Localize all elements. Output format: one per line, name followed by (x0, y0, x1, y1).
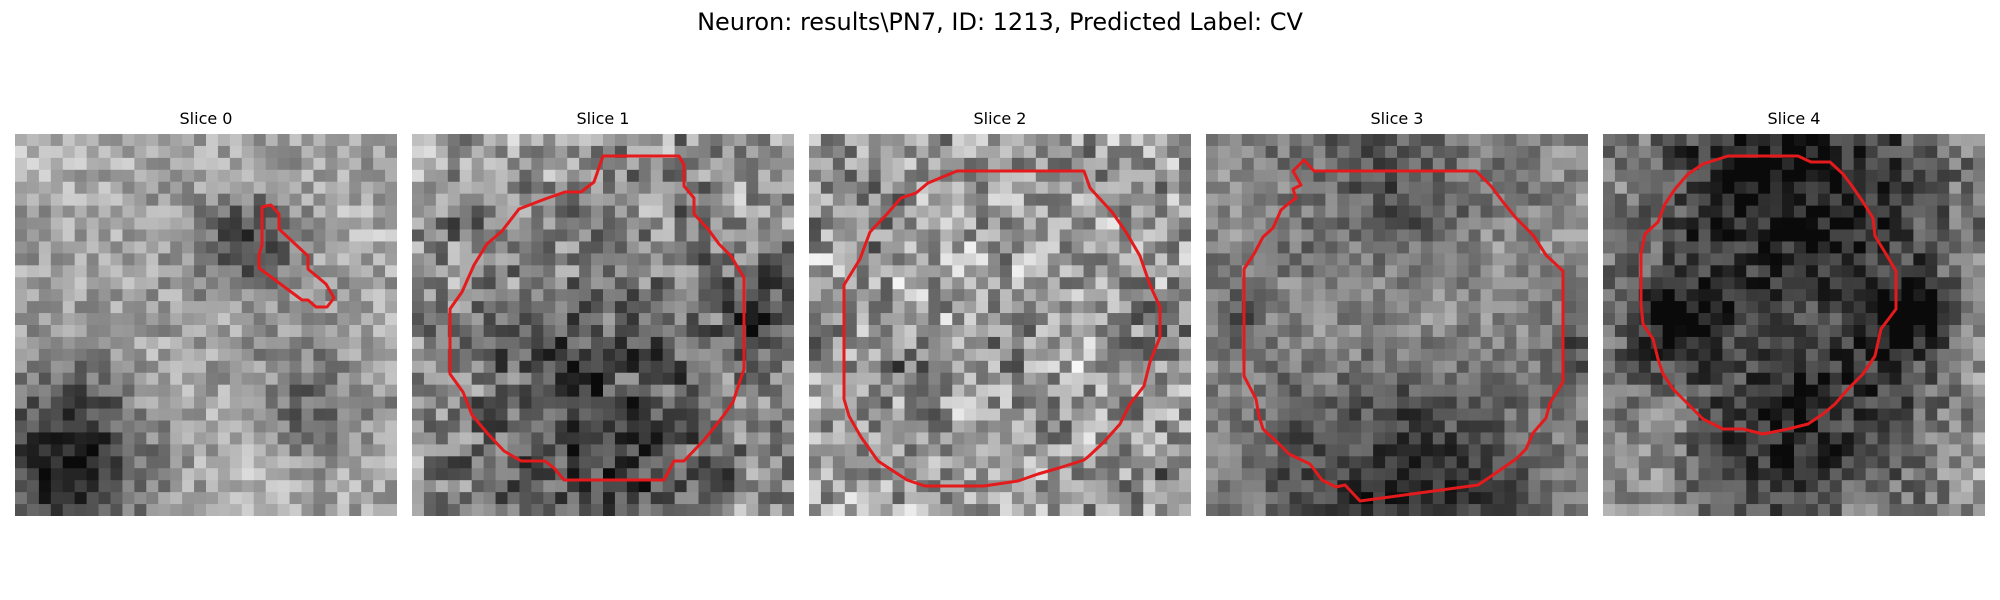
grayscale-tile-grid (15, 134, 397, 516)
slice-title: Slice 3 (1206, 108, 1588, 130)
grayscale-tile-grid (809, 134, 1191, 516)
slice-image-0 (15, 134, 397, 516)
slice-image-2 (809, 134, 1191, 516)
slice-image-3 (1206, 134, 1588, 516)
slice-image-1 (412, 134, 794, 516)
slice-title: Slice 2 (809, 108, 1191, 130)
grayscale-tile-grid (1206, 134, 1588, 516)
slice-title: Slice 4 (1603, 108, 1985, 130)
slice-title: Slice 0 (15, 108, 397, 130)
slice-title: Slice 1 (412, 108, 794, 130)
figure-title: Neuron: results\PN7, ID: 1213, Predicted… (0, 6, 2000, 38)
grayscale-tile-grid (412, 134, 794, 516)
grayscale-tile-grid (1603, 134, 1985, 516)
slice-image-4 (1603, 134, 1985, 516)
